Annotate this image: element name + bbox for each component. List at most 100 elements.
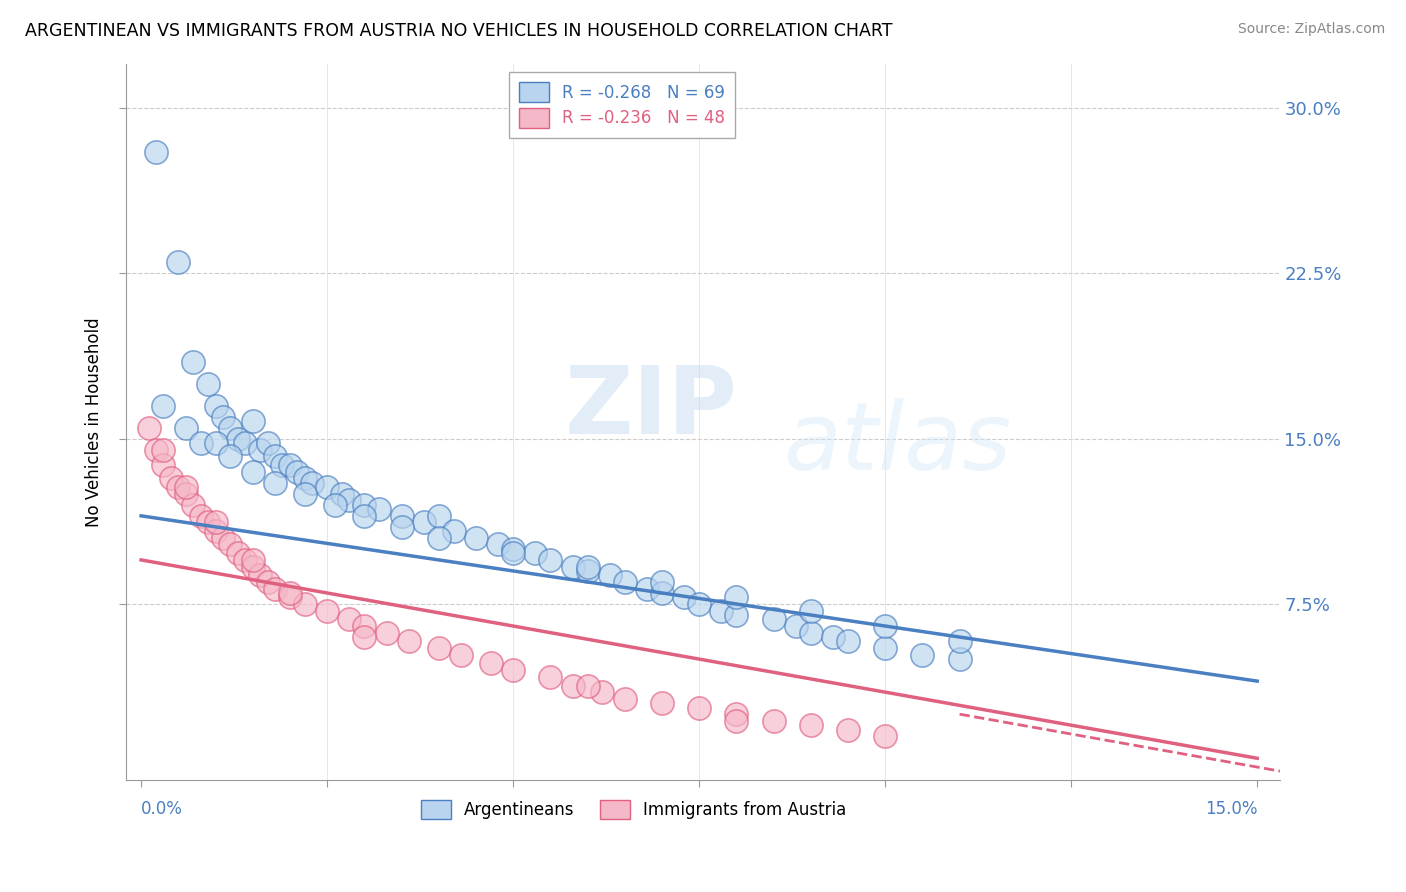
Point (204, 516, 226, 530)
Point (316, 480, 339, 494)
Point (174, 487, 197, 501)
Point (174, 420, 197, 434)
Point (204, 399, 226, 413)
Point (710, 604, 733, 618)
Point (524, 546, 547, 560)
Text: 0.0%: 0.0% (141, 800, 183, 818)
Point (152, 399, 174, 413)
Point (197, 376, 219, 391)
Point (353, 508, 375, 523)
Text: Source: ZipAtlas.com: Source: ZipAtlas.com (1237, 22, 1385, 37)
Point (673, 591, 696, 605)
Point (167, 480, 190, 494)
Point (450, 648, 472, 662)
Point (502, 546, 524, 560)
Point (264, 582, 287, 596)
Text: atlas: atlas (783, 398, 1012, 489)
Point (800, 625, 823, 640)
Point (219, 537, 242, 551)
Point (538, 670, 561, 684)
Point (145, 145, 167, 160)
Point (249, 442, 271, 457)
Point (636, 582, 658, 596)
Point (688, 700, 710, 714)
Point (875, 619, 897, 633)
Point (725, 707, 748, 722)
Point (875, 641, 897, 656)
Point (375, 625, 398, 640)
Point (271, 458, 294, 472)
Point (837, 634, 859, 648)
Point (651, 696, 673, 710)
Point (800, 604, 823, 618)
Point (330, 487, 353, 501)
Point (613, 574, 636, 589)
Point (688, 597, 710, 611)
Point (725, 607, 748, 622)
Point (837, 723, 859, 737)
Point (242, 465, 264, 479)
Point (576, 679, 599, 693)
Point (323, 498, 346, 512)
Point (242, 414, 264, 428)
Point (242, 559, 264, 574)
Point (398, 634, 420, 648)
Point (762, 612, 785, 626)
Point (249, 568, 271, 582)
Point (353, 619, 375, 633)
Point (264, 475, 287, 490)
Point (613, 691, 636, 706)
Point (339, 612, 361, 626)
Point (725, 591, 748, 605)
Point (576, 559, 599, 574)
Point (219, 420, 242, 434)
Point (800, 718, 823, 732)
Y-axis label: No Vehicles in Household: No Vehicles in Household (86, 318, 103, 527)
Point (427, 641, 450, 656)
Point (160, 471, 183, 485)
Point (823, 630, 845, 644)
Point (538, 553, 561, 567)
Point (591, 685, 613, 699)
Point (152, 442, 174, 457)
Point (294, 471, 316, 485)
Point (256, 436, 278, 450)
Point (181, 354, 204, 368)
Point (190, 508, 212, 523)
Text: 15.0%: 15.0% (1205, 800, 1257, 818)
Point (242, 553, 264, 567)
Point (285, 465, 308, 479)
Point (181, 498, 204, 512)
Point (561, 559, 583, 574)
Point (219, 450, 242, 464)
Point (911, 648, 934, 662)
Point (561, 679, 583, 693)
Point (785, 619, 807, 633)
Point (190, 436, 212, 450)
Point (204, 436, 226, 450)
Point (576, 564, 599, 578)
Point (353, 630, 375, 644)
Point (212, 531, 235, 545)
Point (278, 591, 301, 605)
Point (278, 586, 301, 600)
Point (427, 531, 450, 545)
Point (599, 568, 621, 582)
Point (949, 652, 972, 666)
Point (443, 524, 465, 539)
Point (226, 546, 249, 560)
Point (204, 524, 226, 539)
Point (502, 541, 524, 556)
Text: ARGENTINEAN VS IMMIGRANTS FROM AUSTRIA NO VEHICLES IN HOUSEHOLD CORRELATION CHAR: ARGENTINEAN VS IMMIGRANTS FROM AUSTRIA N… (25, 22, 893, 40)
Point (174, 480, 197, 494)
Point (651, 574, 673, 589)
Point (138, 420, 160, 434)
Point (278, 458, 301, 472)
Point (651, 586, 673, 600)
Point (762, 714, 785, 728)
Point (391, 508, 413, 523)
Legend: Argentineans, Immigrants from Austria: Argentineans, Immigrants from Austria (415, 793, 853, 826)
Point (294, 597, 316, 611)
Point (145, 442, 167, 457)
Point (368, 502, 391, 516)
